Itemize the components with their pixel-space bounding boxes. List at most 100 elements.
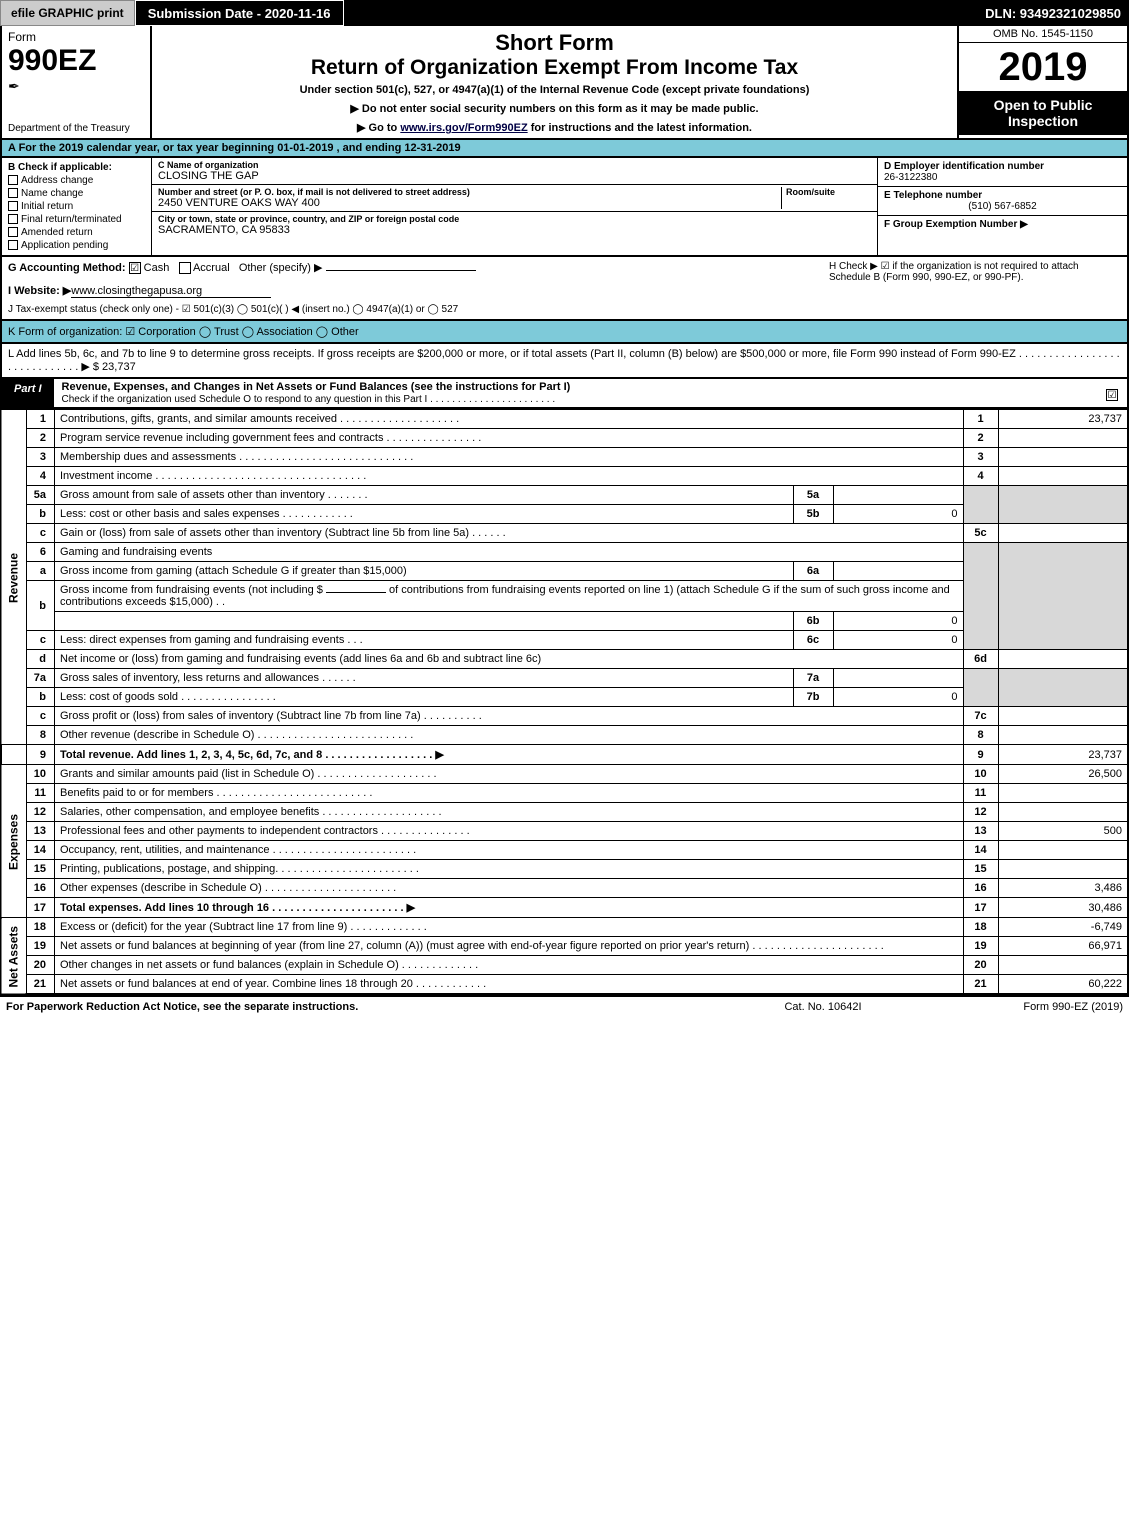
line-11-desc: Benefits paid to or for members . . . . … bbox=[55, 784, 964, 803]
line-20-desc: Other changes in net assets or fund bala… bbox=[55, 956, 964, 975]
line-6b-desc1: Gross income from fundraising events (no… bbox=[55, 581, 964, 612]
website[interactable]: www.closingthegapusa.org bbox=[71, 285, 271, 298]
chk-amended-return[interactable]: Amended return bbox=[8, 227, 145, 238]
irs-link[interactable]: www.irs.gov/Form990EZ bbox=[400, 122, 527, 134]
line-19-rn: 19 bbox=[963, 937, 998, 956]
line-17-desc: Total expenses. Add lines 10 through 16 … bbox=[55, 898, 964, 918]
entity-block: B Check if applicable: Address change Na… bbox=[0, 158, 1129, 257]
line-7c-amt bbox=[998, 707, 1128, 726]
line-2-num: 2 bbox=[27, 429, 55, 448]
line-14-rn: 14 bbox=[963, 841, 998, 860]
line-14-num: 14 bbox=[27, 841, 55, 860]
line-5b-desc: Less: cost or other basis and sales expe… bbox=[55, 505, 794, 524]
accounting-method: G Accounting Method: ☑ Cash Accrual Othe… bbox=[8, 261, 821, 274]
line-11-rn: 11 bbox=[963, 784, 998, 803]
chk-address-change[interactable]: Address change bbox=[8, 175, 145, 186]
line-18-rn: 18 bbox=[963, 918, 998, 937]
chk-name-change[interactable]: Name change bbox=[8, 188, 145, 199]
line-17-amt: 30,486 bbox=[998, 898, 1128, 918]
line-5c-amt bbox=[998, 524, 1128, 543]
line-7b-sv: 0 bbox=[833, 688, 963, 707]
chk-final-return[interactable]: Final return/terminated bbox=[8, 214, 145, 225]
line-6a-sv bbox=[833, 562, 963, 581]
line-4-rn: 4 bbox=[963, 467, 998, 486]
line-6c-sc: 6c bbox=[793, 631, 833, 650]
box-c: C Name of organization CLOSING THE GAP N… bbox=[152, 158, 877, 255]
line-17-num: 17 bbox=[27, 898, 55, 918]
line-6c-desc: Less: direct expenses from gaming and fu… bbox=[55, 631, 794, 650]
tel: (510) 567-6852 bbox=[884, 201, 1121, 212]
form-id-footer: Form 990-EZ (2019) bbox=[923, 1001, 1123, 1013]
part-i-table: Revenue 1 Contributions, gifts, grants, … bbox=[0, 409, 1129, 995]
efile-print-button[interactable]: efile GRAPHIC print bbox=[0, 0, 135, 26]
line-18-num: 18 bbox=[27, 918, 55, 937]
line-16-rn: 16 bbox=[963, 879, 998, 898]
line-6d-amt bbox=[998, 650, 1128, 669]
line-20-num: 20 bbox=[27, 956, 55, 975]
line-7b-desc: Less: cost of goods sold . . . . . . . .… bbox=[55, 688, 794, 707]
goto-line: ▶ Go to www.irs.gov/Form990EZ for instru… bbox=[160, 121, 949, 134]
part-i-sub: Check if the organization used Schedule … bbox=[62, 394, 556, 405]
line-18-desc: Excess or (deficit) for the year (Subtra… bbox=[55, 918, 964, 937]
line-13-desc: Professional fees and other payments to … bbox=[55, 822, 964, 841]
line-5b-num: b bbox=[27, 505, 55, 524]
website-row: I Website: ▶www.closingthegapusa.org bbox=[8, 284, 821, 298]
part-i-check[interactable]: ☑ bbox=[1106, 389, 1118, 401]
line-7b-num: b bbox=[27, 688, 55, 707]
line-21-rn: 21 bbox=[963, 975, 998, 995]
line-1-desc: Contributions, gifts, grants, and simila… bbox=[55, 410, 964, 429]
line-6b-sc: 6b bbox=[793, 612, 833, 631]
chk-initial-return[interactable]: Initial return bbox=[8, 201, 145, 212]
netassets-side-label: Net Assets bbox=[1, 918, 27, 995]
line-6c-sv: 0 bbox=[833, 631, 963, 650]
line-9-rn: 9 bbox=[963, 745, 998, 765]
org-name: CLOSING THE GAP bbox=[158, 170, 871, 182]
line-9-amt: 23,737 bbox=[998, 745, 1128, 765]
line-12-num: 12 bbox=[27, 803, 55, 822]
omb-number: OMB No. 1545-1150 bbox=[959, 26, 1127, 43]
line-6d-num: d bbox=[27, 650, 55, 669]
line-6b-desc2 bbox=[55, 612, 794, 631]
line-20-rn: 20 bbox=[963, 956, 998, 975]
group-exemption-label: F Group Exemption Number ▶ bbox=[884, 219, 1121, 230]
line-12-amt bbox=[998, 803, 1128, 822]
chk-cash[interactable]: ☑ bbox=[129, 262, 141, 274]
line-19-desc: Net assets or fund balances at beginning… bbox=[55, 937, 964, 956]
line-10-num: 10 bbox=[27, 765, 55, 784]
part-i-header: Part I Revenue, Expenses, and Changes in… bbox=[0, 379, 1129, 409]
line-7a-sc: 7a bbox=[793, 669, 833, 688]
line-15-num: 15 bbox=[27, 860, 55, 879]
line-3-rn: 3 bbox=[963, 448, 998, 467]
line-7c-rn: 7c bbox=[963, 707, 998, 726]
box-h: H Check ▶ ☑ if the organization is not r… bbox=[821, 261, 1121, 315]
tel-label: E Telephone number bbox=[884, 190, 1121, 201]
line-6d-rn: 6d bbox=[963, 650, 998, 669]
open-to-public: Open to Public Inspection bbox=[959, 91, 1127, 135]
topbar: efile GRAPHIC print Submission Date - 20… bbox=[0, 0, 1129, 26]
chk-application-pending[interactable]: Application pending bbox=[8, 240, 145, 251]
form-subtitle: Under section 501(c), 527, or 4947(a)(1)… bbox=[160, 84, 949, 96]
line-2-amt bbox=[998, 429, 1128, 448]
line-7a-num: 7a bbox=[27, 669, 55, 688]
cat-no: Cat. No. 10642I bbox=[723, 1001, 923, 1013]
line-13-num: 13 bbox=[27, 822, 55, 841]
gross-receipts: $ 23,737 bbox=[93, 361, 136, 373]
room-label: Room/suite bbox=[786, 187, 871, 197]
line-6-num: 6 bbox=[27, 543, 55, 562]
addr-label: Number and street (or P. O. box, if mail… bbox=[158, 187, 781, 197]
line-21-num: 21 bbox=[27, 975, 55, 995]
page-footer: For Paperwork Reduction Act Notice, see … bbox=[0, 995, 1129, 1017]
form-title-block: Short Form Return of Organization Exempt… bbox=[152, 26, 957, 138]
form-id-block: Form 990EZ ✒ Department of the Treasury bbox=[2, 26, 152, 138]
ein: 26-3122380 bbox=[884, 172, 1121, 183]
short-form-label: Short Form bbox=[160, 30, 949, 56]
line-4-num: 4 bbox=[27, 467, 55, 486]
chk-accrual[interactable] bbox=[179, 262, 191, 274]
line-11-amt bbox=[998, 784, 1128, 803]
line-6b-num: b bbox=[27, 581, 55, 631]
box-d-e-f: D Employer identification number 26-3122… bbox=[877, 158, 1127, 255]
line-1-num: 1 bbox=[27, 410, 55, 429]
dept-treasury: Department of the Treasury bbox=[8, 123, 130, 134]
line-9-desc: Total revenue. Add lines 1, 2, 3, 4, 5c,… bbox=[55, 745, 964, 765]
line-5a-sv bbox=[833, 486, 963, 505]
